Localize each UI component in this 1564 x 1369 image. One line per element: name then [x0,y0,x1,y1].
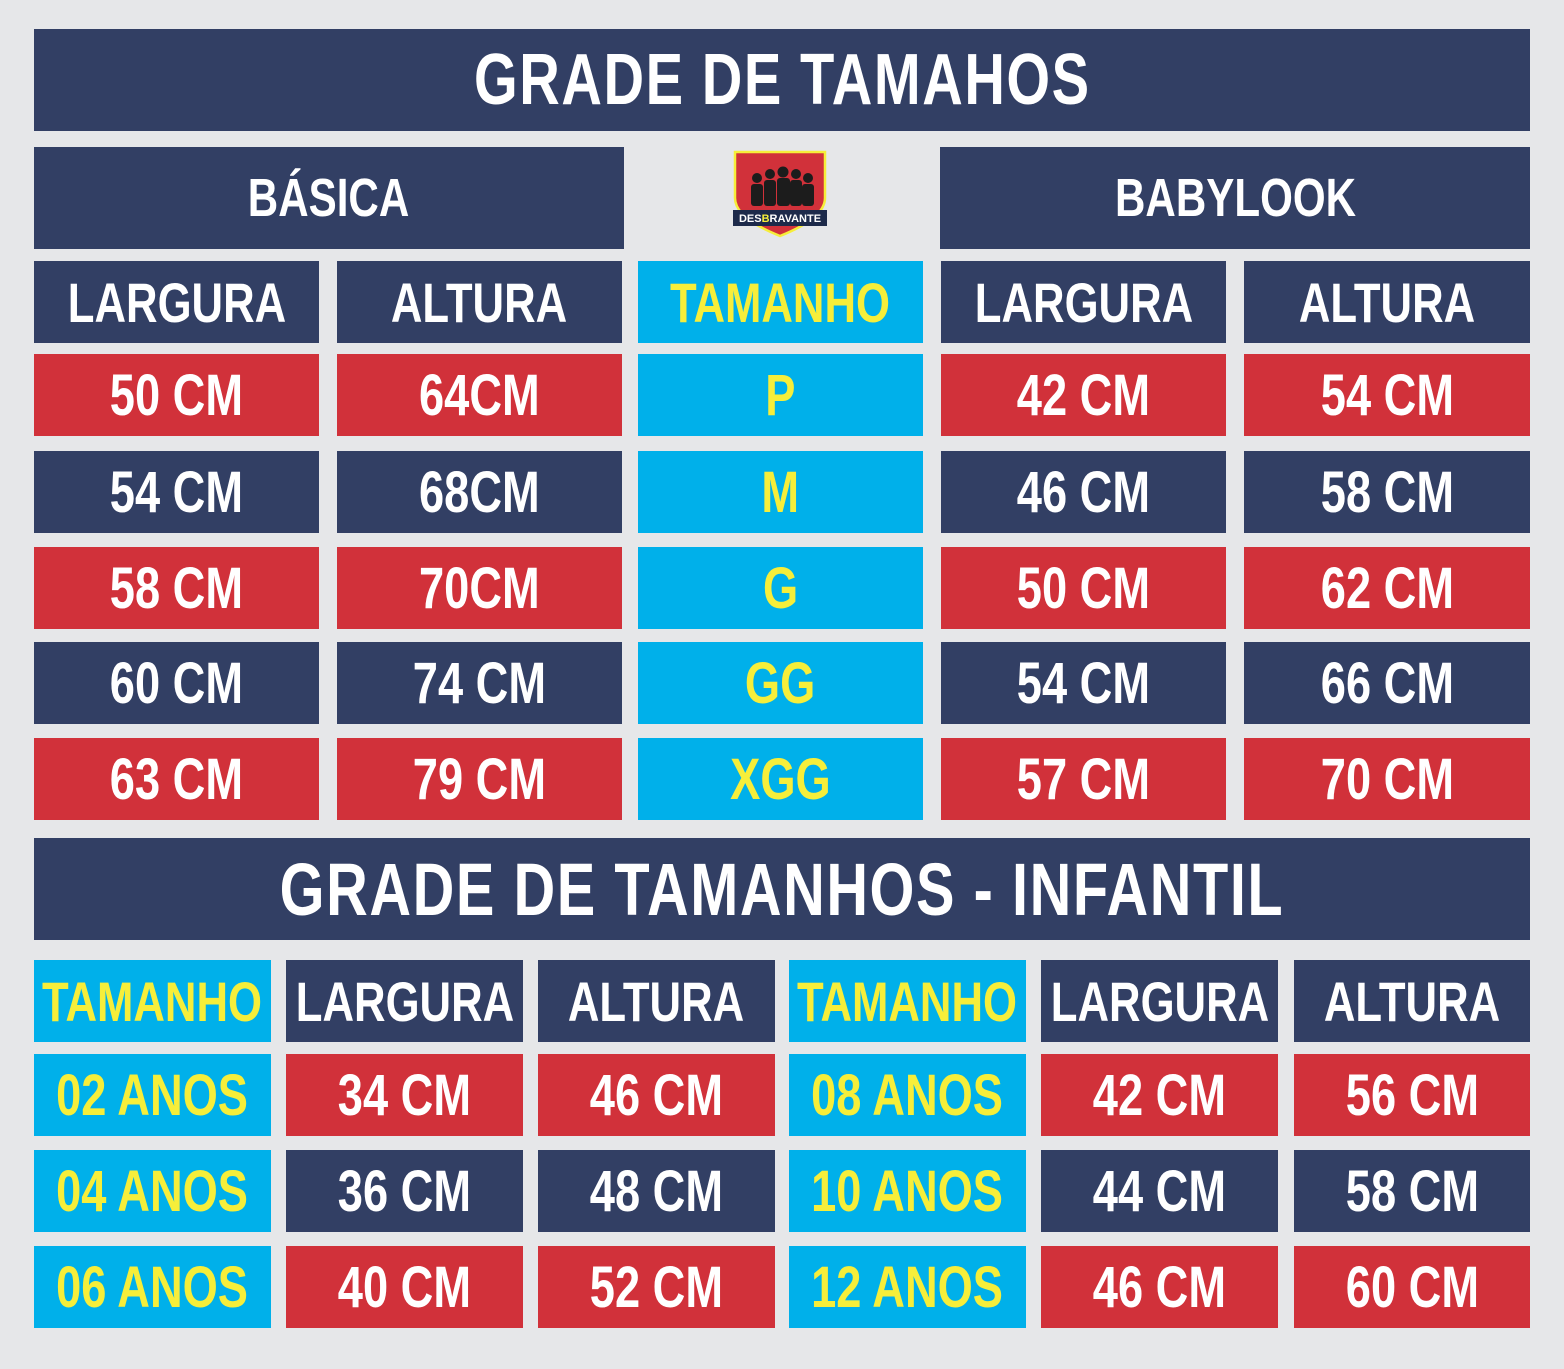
babylook-largura-cell: 57 CM [941,738,1226,820]
size-cell: M [638,451,923,533]
kids-size-cell: 12 ANOS [789,1246,1026,1328]
basica-largura-cell: 63 CM [34,738,319,820]
basica-largura-cell: 58 CM [34,547,319,629]
size-cell: XGG [638,738,923,820]
kids-largura-cell: 34 CM [286,1054,523,1136]
kids-largura-cell: 42 CM [1041,1054,1278,1136]
kids-largura-cell: 46 CM [1041,1246,1278,1328]
babylook-altura-cell: 70 CM [1244,738,1530,820]
size-cell: P [638,354,923,436]
kids-largura-header-left: LARGURA [286,960,523,1042]
kids-altura-cell: 58 CM [1294,1150,1530,1232]
babylook-largura-cell: 46 CM [941,451,1226,533]
kids-size-cell: 08 ANOS [789,1054,1026,1136]
basica-altura-cell: 79 CM [337,738,622,820]
basica-header: BÁSICA [34,147,624,249]
desbravante-logo: DESBRAVANTE [727,146,833,240]
basica-largura-cell: 54 CM [34,451,319,533]
size-cell: G [638,547,923,629]
page-title: GRADE DE TAMAHOS [34,29,1530,131]
babylook-header: BABYLOOK [940,147,1530,249]
babylook-largura-cell: 54 CM [941,642,1226,724]
kids-tamanho-header-left: TAMANHO [34,960,271,1042]
basica-altura-header: ALTURA [337,261,622,343]
svg-text:DESBRAVANTE: DESBRAVANTE [739,213,821,225]
babylook-largura-header: LARGURA [941,261,1226,343]
kids-altura-header-left: ALTURA [538,960,775,1042]
kids-size-cell: 02 ANOS [34,1054,271,1136]
kids-size-cell: 10 ANOS [789,1150,1026,1232]
basica-altura-cell: 74 CM [337,642,622,724]
kids-altura-cell: 48 CM [538,1150,775,1232]
kids-altura-cell: 60 CM [1294,1246,1530,1328]
kids-title: GRADE DE TAMANHOS - INFANTIL [34,838,1530,940]
basica-altura-cell: 64CM [337,354,622,436]
kids-size-cell: 04 ANOS [34,1150,271,1232]
basica-altura-cell: 70CM [337,547,622,629]
tamanho-header: TAMANHO [638,261,923,343]
kids-altura-cell: 56 CM [1294,1054,1530,1136]
basica-largura-cell: 60 CM [34,642,319,724]
babylook-altura-cell: 62 CM [1244,547,1530,629]
babylook-altura-header: ALTURA [1244,261,1530,343]
kids-largura-header-right: LARGURA [1041,960,1278,1042]
kids-altura-header-right: ALTURA [1294,960,1530,1042]
babylook-altura-cell: 58 CM [1244,451,1530,533]
kids-largura-cell: 36 CM [286,1150,523,1232]
babylook-largura-cell: 50 CM [941,547,1226,629]
babylook-altura-cell: 66 CM [1244,642,1530,724]
basica-altura-cell: 68CM [337,451,622,533]
basica-largura-cell: 50 CM [34,354,319,436]
shield-icon: DESBRAVANTE [733,150,827,238]
basica-largura-header: LARGURA [34,261,319,343]
kids-altura-cell: 46 CM [538,1054,775,1136]
kids-size-cell: 06 ANOS [34,1246,271,1328]
kids-tamanho-header-right: TAMANHO [789,960,1026,1042]
size-cell: GG [638,642,923,724]
kids-largura-cell: 40 CM [286,1246,523,1328]
kids-altura-cell: 52 CM [538,1246,775,1328]
babylook-altura-cell: 54 CM [1244,354,1530,436]
kids-largura-cell: 44 CM [1041,1150,1278,1232]
babylook-largura-cell: 42 CM [941,354,1226,436]
